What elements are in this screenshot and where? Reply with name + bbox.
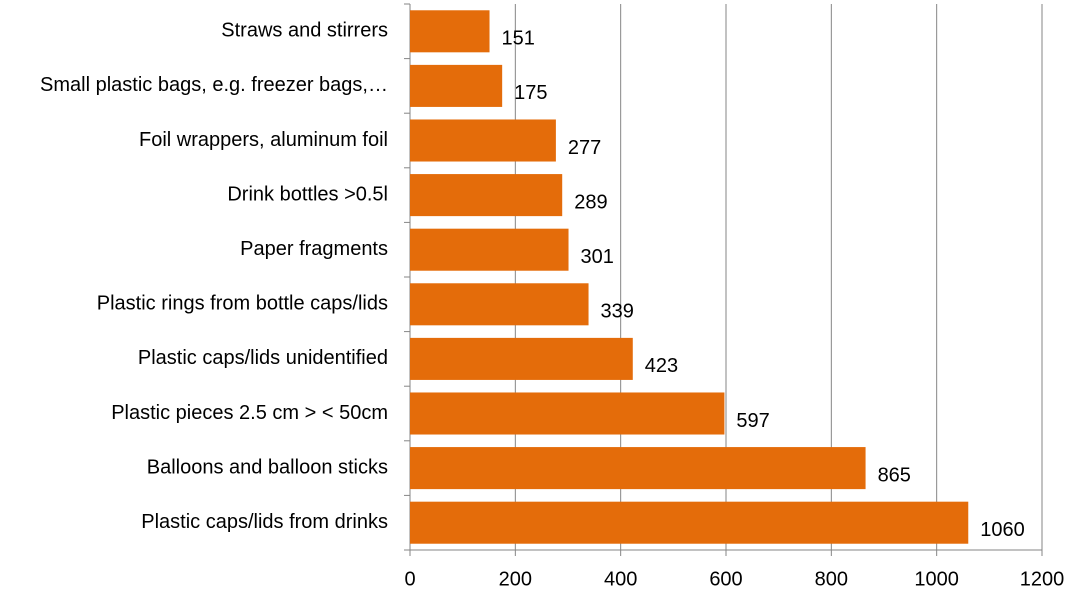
x-tick-label: 800 [815,568,848,590]
bar [410,174,563,217]
bar [410,337,633,380]
x-tick-label: 600 [709,568,742,590]
y-tick-label: Foil wrappers, aluminum foil [139,129,388,151]
data-label: 597 [736,410,769,432]
data-label: 1060 [980,519,1024,541]
y-tick-label: Plastic caps/lids from drinks [141,511,388,533]
bar [410,447,866,490]
data-label: 289 [574,191,607,213]
bar [410,228,569,271]
y-tick-label: Paper fragments [240,238,388,260]
bar [410,392,725,435]
y-tick-label: Plastic caps/lids unidentified [138,347,388,369]
data-label: 865 [878,464,911,486]
x-tick-label: 0 [404,568,415,590]
bar [410,64,503,107]
data-label: 151 [502,28,535,50]
bar [410,119,556,162]
x-tick-label: 200 [499,568,532,590]
x-tick-label: 400 [604,568,637,590]
x-tick-label: 1000 [914,568,959,590]
data-label: 175 [514,82,547,104]
y-tick-label: Drink bottles >0.5l [227,183,388,205]
y-tick-label: Plastic pieces 2.5 cm > < 50cm [111,402,388,424]
data-label: 339 [601,301,634,323]
y-tick-label: Straws and stirrers [221,20,388,42]
bar [410,10,490,53]
data-label: 277 [568,137,601,159]
data-label: 301 [581,246,614,268]
x-tick-label: 1200 [1020,568,1065,590]
y-tick-label: Small plastic bags, e.g. freezer bags,… [40,74,388,96]
y-tick-label: Balloons and balloon sticks [147,456,388,478]
y-tick-label: Plastic rings from bottle caps/lids [97,293,388,315]
data-label: 423 [645,355,678,377]
bar [410,283,589,326]
bar [410,501,969,544]
